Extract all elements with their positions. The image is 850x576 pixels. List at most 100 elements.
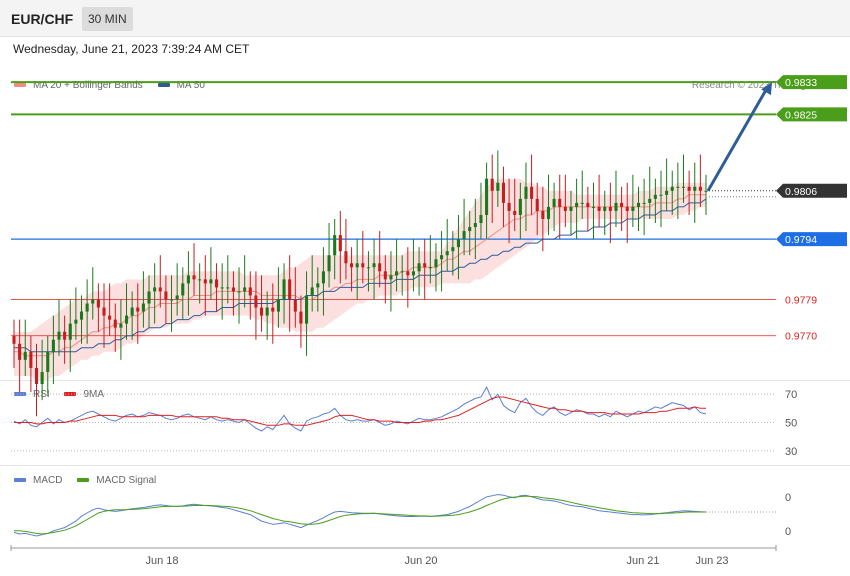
level-label: 0.9770 — [785, 331, 817, 343]
candle-body — [530, 186, 534, 199]
candle-body — [96, 299, 100, 308]
candle-body — [659, 194, 663, 196]
candle-body — [496, 182, 500, 191]
candle-body — [34, 367, 39, 385]
candle-body — [226, 287, 230, 289]
legend-label: MACD Signal — [96, 475, 157, 486]
candle-body — [124, 315, 129, 324]
candle-body — [552, 198, 556, 207]
candle-body — [608, 206, 612, 211]
candle-body — [400, 271, 404, 273]
candle-body — [704, 190, 708, 192]
candle-body — [344, 251, 348, 264]
arrow-head-icon — [761, 82, 772, 96]
candle-body — [108, 315, 112, 320]
candle-body — [147, 291, 151, 304]
candle-body — [282, 279, 286, 300]
candle-body — [158, 287, 162, 292]
candle-body — [485, 178, 489, 215]
candle-body — [51, 339, 55, 352]
candle-body — [68, 323, 72, 340]
candle-body — [18, 343, 22, 360]
candle-body — [479, 214, 483, 224]
legend-ma20-bb: MA 20 + Bollinger Bands — [14, 80, 143, 91]
legend-swatch-icon — [14, 83, 26, 88]
level-tag — [776, 75, 847, 90]
candle-body — [164, 291, 168, 300]
candle-body — [366, 267, 370, 269]
level-tag — [776, 107, 847, 122]
level-tag — [776, 183, 847, 198]
candle-body — [57, 331, 61, 340]
timeframe-button[interactable]: 30 MIN — [82, 7, 133, 31]
legend-label: MA 20 + Bollinger Bands — [33, 80, 143, 91]
candle-body — [383, 271, 387, 280]
candle-body — [203, 279, 207, 284]
candle-body — [74, 319, 78, 324]
candle-body — [625, 206, 629, 211]
candle-body — [136, 307, 140, 312]
candle-body — [361, 263, 365, 268]
chart-header: EUR/CHF 30 MIN — [0, 0, 850, 37]
x-axis-label: Jun 21 — [626, 555, 659, 567]
legend-label: 9MA — [83, 389, 105, 400]
rsi-level-label: 70 — [785, 389, 797, 401]
candle-body — [569, 206, 573, 211]
candle-body — [63, 331, 67, 340]
ma50-line — [14, 198, 707, 353]
candle-body — [113, 319, 117, 328]
macd-level-label: 0 — [785, 526, 791, 538]
candle-body — [355, 263, 359, 268]
projection-arrow — [706, 87, 769, 192]
legend-macd-signal: MACD Signal — [77, 475, 156, 486]
candle-body — [265, 307, 269, 316]
candle-body — [642, 202, 646, 204]
candle-body — [79, 311, 84, 320]
candle-body — [29, 351, 33, 368]
candle-body — [243, 287, 247, 292]
candle-body — [490, 178, 494, 191]
candle-body — [507, 202, 511, 211]
candle-body — [248, 287, 252, 296]
candle-body — [130, 307, 134, 316]
candle-body — [276, 299, 280, 312]
x-axis-label: Jun 20 — [404, 555, 437, 567]
level-label: 0.9825 — [785, 109, 817, 121]
copyright-text: Research © 2023 Trading Central — [691, 80, 841, 91]
candle-body — [254, 295, 258, 308]
candle-body — [417, 263, 421, 272]
candle-body — [580, 202, 584, 204]
candle-body — [321, 271, 325, 284]
level-label: 0.9794 — [785, 234, 817, 246]
candle-body — [434, 259, 438, 268]
candle-body — [440, 255, 444, 260]
candle-body — [670, 186, 674, 191]
legend-label: MA 50 — [176, 80, 205, 91]
candle-body — [12, 335, 16, 344]
candle-body — [23, 351, 27, 360]
candle-body — [192, 275, 196, 280]
candle-body — [231, 287, 235, 292]
candle-body — [456, 239, 461, 248]
candle-body — [175, 295, 179, 300]
candle-body — [535, 198, 539, 211]
ma20-line — [14, 194, 706, 357]
candle-body — [91, 299, 95, 304]
candle-body — [333, 235, 337, 256]
candle-body — [468, 227, 472, 232]
candle-body — [288, 279, 292, 300]
legend-swatch-icon — [64, 392, 77, 397]
candle-body — [501, 182, 506, 203]
candle-body — [141, 303, 145, 312]
candle-body — [614, 202, 618, 211]
candle-body — [681, 186, 686, 188]
candle-body — [665, 190, 669, 195]
candle-body — [259, 307, 264, 316]
symbol-label: EUR/CHF — [11, 11, 74, 27]
candle-body — [293, 299, 297, 312]
candle-body — [546, 206, 551, 219]
candle-body — [591, 206, 596, 208]
candle-body — [372, 263, 376, 268]
candle-body — [411, 271, 415, 276]
